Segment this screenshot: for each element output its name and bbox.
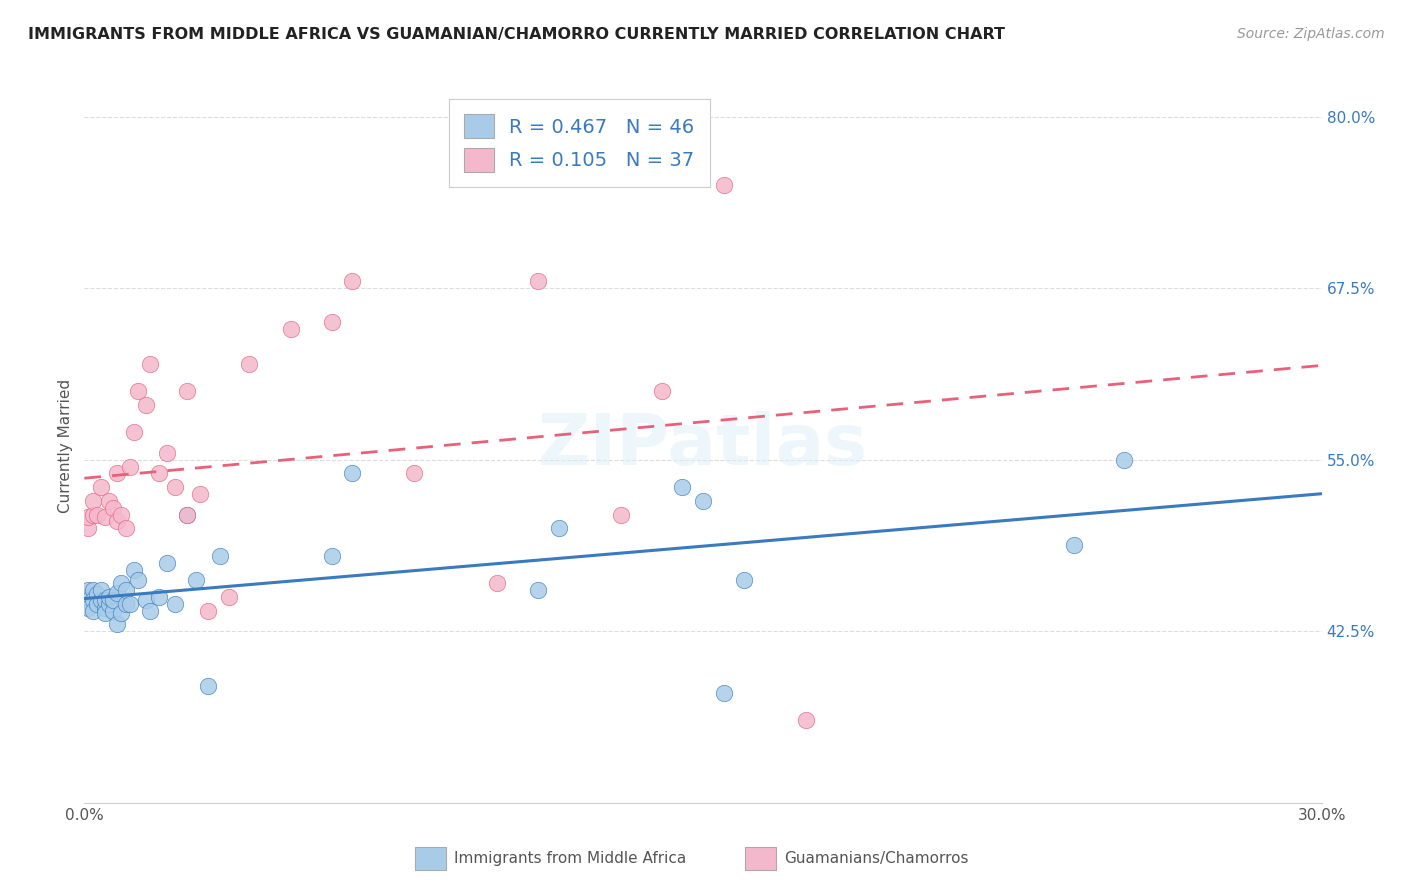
Point xyxy=(1112,452,1135,467)
Point xyxy=(77,510,100,524)
Point xyxy=(127,384,149,398)
Point xyxy=(485,576,508,591)
Text: Source: ZipAtlas.com: Source: ZipAtlas.com xyxy=(1237,27,1385,41)
Point xyxy=(82,604,104,618)
Point xyxy=(148,467,170,481)
Point xyxy=(139,604,162,618)
Point xyxy=(794,714,817,728)
Point xyxy=(176,508,198,522)
Point xyxy=(1063,538,1085,552)
Text: IMMIGRANTS FROM MIDDLE AFRICA VS GUAMANIAN/CHAMORRO CURRENTLY MARRIED CORRELATIO: IMMIGRANTS FROM MIDDLE AFRICA VS GUAMANI… xyxy=(28,27,1005,42)
Point xyxy=(321,316,343,330)
Point xyxy=(110,607,132,621)
Point xyxy=(114,583,136,598)
Text: ZIPatlas: ZIPatlas xyxy=(538,411,868,481)
Point xyxy=(94,592,117,607)
Point xyxy=(98,494,121,508)
Point xyxy=(156,556,179,570)
Point xyxy=(238,357,260,371)
Point xyxy=(98,597,121,611)
Y-axis label: Currently Married: Currently Married xyxy=(58,379,73,513)
Point xyxy=(165,597,187,611)
Point xyxy=(176,384,198,398)
Point xyxy=(110,576,132,591)
Point xyxy=(609,508,631,522)
Text: Immigrants from Middle Africa: Immigrants from Middle Africa xyxy=(454,852,686,866)
Point xyxy=(86,587,108,601)
Point xyxy=(692,494,714,508)
Point xyxy=(321,549,343,563)
Point xyxy=(342,467,364,481)
Point xyxy=(82,508,104,522)
Point xyxy=(105,515,128,529)
Point xyxy=(94,607,117,621)
Point xyxy=(342,274,364,288)
Point xyxy=(98,590,121,604)
Point xyxy=(114,521,136,535)
Point xyxy=(733,574,755,588)
Point xyxy=(184,574,207,588)
Point xyxy=(135,592,157,607)
Point xyxy=(77,590,100,604)
Point xyxy=(105,617,128,632)
Point xyxy=(218,590,240,604)
Point xyxy=(82,592,104,607)
Point xyxy=(77,592,100,607)
Point xyxy=(77,583,100,598)
Point xyxy=(527,583,550,598)
Point xyxy=(122,562,145,576)
Point xyxy=(197,679,219,693)
Point xyxy=(197,604,219,618)
Point xyxy=(90,583,112,598)
Legend: R = 0.467   N = 46, R = 0.105   N = 37: R = 0.467 N = 46, R = 0.105 N = 37 xyxy=(449,99,710,187)
Point xyxy=(527,274,550,288)
Point xyxy=(94,510,117,524)
Point xyxy=(86,597,108,611)
Point xyxy=(118,597,141,611)
Point xyxy=(103,592,125,607)
Point xyxy=(94,601,117,615)
Point xyxy=(209,549,232,563)
Point xyxy=(122,425,145,440)
Point xyxy=(77,601,100,615)
Point xyxy=(90,592,112,607)
Point xyxy=(103,604,125,618)
Point xyxy=(86,508,108,522)
Point xyxy=(156,446,179,460)
Point xyxy=(82,583,104,598)
Point xyxy=(127,574,149,588)
Point xyxy=(139,357,162,371)
Point xyxy=(404,467,426,481)
Point xyxy=(105,467,128,481)
Point xyxy=(77,521,100,535)
Point xyxy=(165,480,187,494)
Point xyxy=(103,500,125,515)
Point xyxy=(713,686,735,700)
Point xyxy=(148,590,170,604)
Point xyxy=(188,487,211,501)
Point xyxy=(114,597,136,611)
Point xyxy=(90,480,112,494)
Point xyxy=(176,508,198,522)
Point xyxy=(110,508,132,522)
Text: Guamanians/Chamorros: Guamanians/Chamorros xyxy=(785,852,969,866)
Point xyxy=(651,384,673,398)
Point xyxy=(280,322,302,336)
Point xyxy=(547,521,569,535)
Point xyxy=(105,586,128,600)
Point xyxy=(118,459,141,474)
Point xyxy=(671,480,693,494)
Point xyxy=(135,398,157,412)
Point xyxy=(713,178,735,193)
Point xyxy=(82,494,104,508)
